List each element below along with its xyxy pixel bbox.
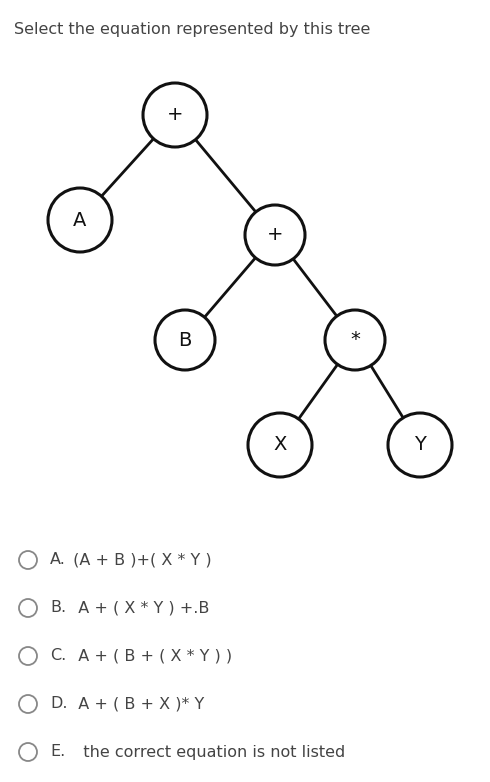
Text: A + ( X * Y ) +.B: A + ( X * Y ) +.B [68,601,209,615]
Text: E.: E. [50,744,65,759]
Circle shape [248,413,312,477]
Text: A: A [74,210,87,229]
Text: the correct equation is not listed: the correct equation is not listed [68,744,345,759]
Text: B.: B. [50,601,66,615]
Text: A.: A. [50,553,66,568]
Circle shape [325,310,385,370]
Text: *: * [350,331,360,350]
Text: A + ( B + X )* Y: A + ( B + X )* Y [68,697,204,712]
Circle shape [155,310,215,370]
Circle shape [19,743,37,761]
Text: C.: C. [50,648,66,663]
Text: X: X [273,436,287,454]
Circle shape [19,599,37,617]
Text: (A + B )+( X * Y ): (A + B )+( X * Y ) [68,553,212,568]
Circle shape [19,551,37,569]
Text: +: + [167,106,183,124]
Text: A + ( B + ( X * Y ) ): A + ( B + ( X * Y ) ) [68,648,232,663]
Text: D.: D. [50,697,68,712]
Circle shape [48,188,112,252]
Circle shape [143,83,207,147]
Circle shape [245,205,305,265]
Circle shape [19,647,37,665]
Text: B: B [178,331,192,350]
Text: +: + [267,225,283,245]
Circle shape [388,413,452,477]
Text: Select the equation represented by this tree: Select the equation represented by this … [14,22,370,37]
Text: Y: Y [414,436,426,454]
Circle shape [19,695,37,713]
